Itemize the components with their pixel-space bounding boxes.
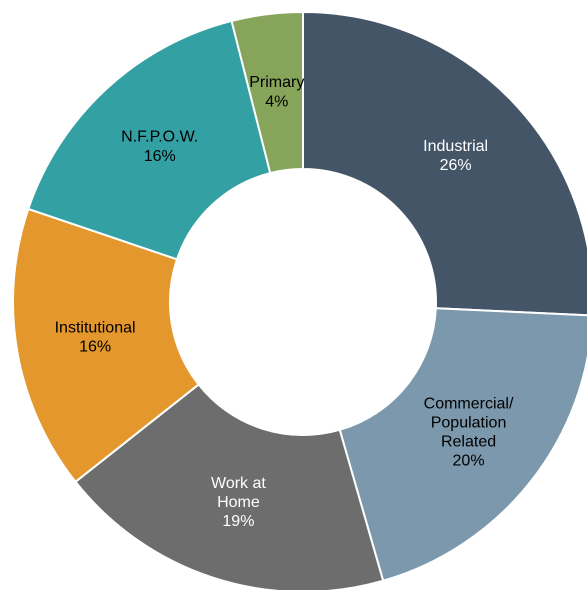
slice: [230, 10, 304, 175]
value-label: 20%: [453, 453, 485, 470]
slice-label: N.F.P.O.W. 16%: [121, 129, 198, 165]
slice-label: Commercial/Population Related 20%: [424, 396, 514, 470]
label-line: Institutional: [55, 320, 136, 337]
slice: [302, 10, 587, 317]
label-line: Work at: [211, 475, 266, 492]
value-label: 4%: [265, 93, 288, 110]
category-label: Work at Home: [211, 475, 266, 511]
category-label: Commercial/Population Related: [424, 396, 514, 451]
label-line: Related: [441, 434, 496, 451]
slice: [27, 19, 272, 261]
slice-label: Work at Home 19%: [211, 475, 266, 530]
slice-label: Institutional 16%: [55, 320, 136, 356]
category-label: Primary: [249, 74, 304, 91]
category-label: Industrial: [423, 138, 488, 155]
slice-label: Primary 4%: [249, 74, 304, 110]
slice-label: Industrial 26%: [423, 138, 488, 174]
label-line: N.F.P.O.W.: [121, 129, 198, 146]
value-label: 16%: [144, 148, 176, 165]
label-line: Industrial: [423, 138, 488, 155]
value-label: 16%: [79, 339, 111, 356]
value-label: 26%: [440, 157, 472, 174]
value-label: 19%: [222, 513, 254, 530]
slice: [12, 207, 201, 484]
category-label: N.F.P.O.W.: [121, 129, 198, 146]
label-line: Home: [217, 494, 260, 511]
slice: [338, 307, 587, 582]
slice: [74, 383, 385, 590]
category-label: Institutional: [55, 320, 136, 337]
label-line: Primary: [249, 74, 304, 91]
label-line: Population: [431, 415, 507, 432]
label-line: Commercial/: [424, 396, 514, 413]
